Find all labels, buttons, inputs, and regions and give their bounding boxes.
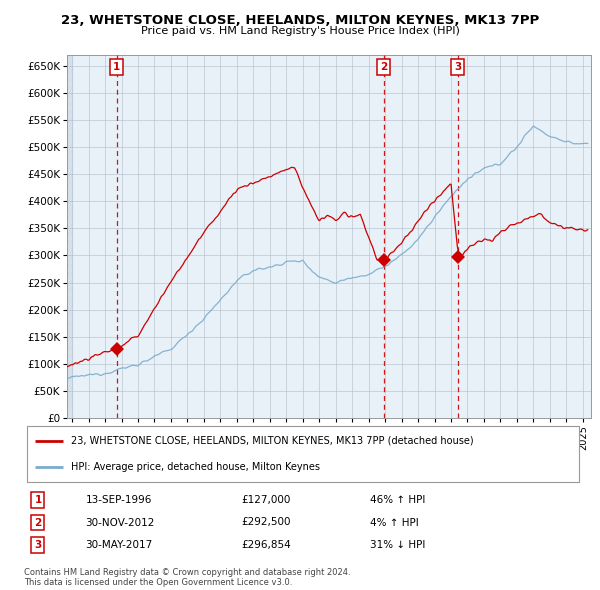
Text: 3: 3	[34, 540, 41, 550]
Text: 3: 3	[454, 62, 461, 72]
Text: 2: 2	[380, 62, 388, 72]
Text: 2: 2	[34, 517, 41, 527]
Text: 23, WHETSTONE CLOSE, HEELANDS, MILTON KEYNES, MK13 7PP: 23, WHETSTONE CLOSE, HEELANDS, MILTON KE…	[61, 14, 539, 27]
Text: 13-SEP-1996: 13-SEP-1996	[85, 495, 152, 505]
Text: Contains HM Land Registry data © Crown copyright and database right 2024.
This d: Contains HM Land Registry data © Crown c…	[24, 568, 350, 587]
Text: £127,000: £127,000	[242, 495, 291, 505]
Text: 4% ↑ HPI: 4% ↑ HPI	[370, 517, 419, 527]
Text: Price paid vs. HM Land Registry's House Price Index (HPI): Price paid vs. HM Land Registry's House …	[140, 26, 460, 36]
Text: 46% ↑ HPI: 46% ↑ HPI	[370, 495, 425, 505]
Text: 23, WHETSTONE CLOSE, HEELANDS, MILTON KEYNES, MK13 7PP (detached house): 23, WHETSTONE CLOSE, HEELANDS, MILTON KE…	[71, 436, 474, 446]
Text: 30-MAY-2017: 30-MAY-2017	[85, 540, 152, 550]
Text: £292,500: £292,500	[242, 517, 291, 527]
Text: HPI: Average price, detached house, Milton Keynes: HPI: Average price, detached house, Milt…	[71, 462, 320, 472]
FancyBboxPatch shape	[27, 426, 579, 482]
Text: 31% ↓ HPI: 31% ↓ HPI	[370, 540, 425, 550]
Text: 30-NOV-2012: 30-NOV-2012	[85, 517, 155, 527]
Text: 1: 1	[113, 62, 121, 72]
Text: £296,854: £296,854	[242, 540, 292, 550]
Text: 1: 1	[34, 495, 41, 505]
